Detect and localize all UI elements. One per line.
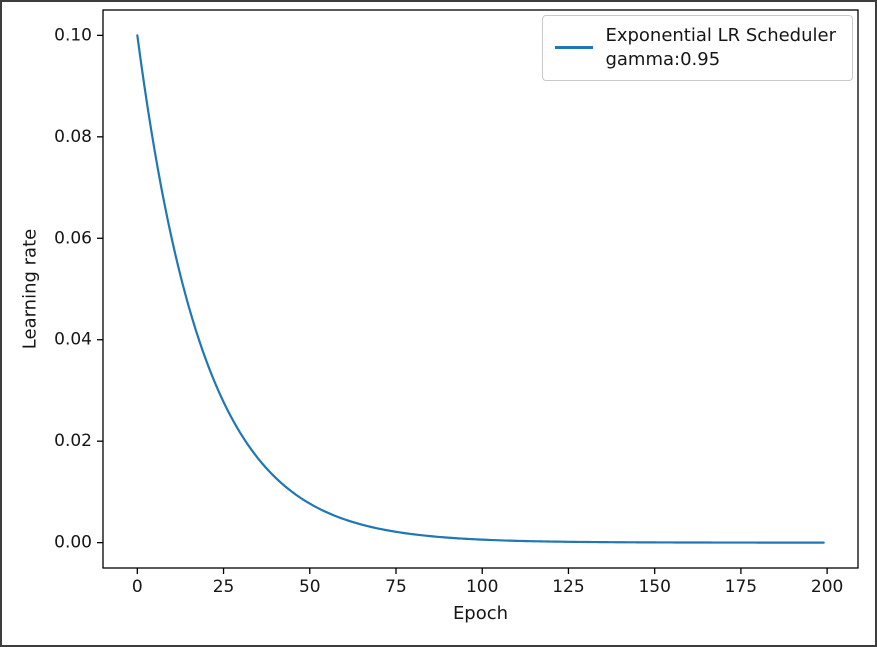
x-axis-label: Epoch <box>452 603 509 624</box>
y-tick-label: 0.02 <box>54 431 92 451</box>
legend-entry-line2: gamma:0.95 <box>605 48 721 70</box>
legend-line-swatch <box>555 46 594 50</box>
y-tick-label: 0.00 <box>54 533 92 553</box>
y-tick-label: 0.10 <box>54 25 92 45</box>
x-tick-label: 50 <box>299 577 321 597</box>
y-axis-label: Learning rate <box>19 228 41 350</box>
y-tick-label: 0.06 <box>54 228 92 248</box>
legend-entry-line1: Exponential LR Scheduler <box>605 25 836 46</box>
x-tick-label: 150 <box>638 577 670 597</box>
x-tick-label: 25 <box>213 577 235 597</box>
legend-entry: Exponential LR Scheduler gamma:0.95 <box>605 24 836 72</box>
x-tick-label: 125 <box>552 577 584 597</box>
plot-spines <box>102 9 859 569</box>
x-tick-label: 0 <box>132 577 143 597</box>
y-tick-label: 0.08 <box>54 127 92 147</box>
x-tick-label: 175 <box>725 577 757 597</box>
x-tick-label: 200 <box>811 577 843 597</box>
lr-curve <box>136 34 825 544</box>
legend: Exponential LR Scheduler gamma:0.95 <box>542 15 853 81</box>
x-tick-label: 100 <box>466 577 498 597</box>
y-tick-label: 0.04 <box>54 330 92 350</box>
x-tick-label: 75 <box>385 577 407 597</box>
